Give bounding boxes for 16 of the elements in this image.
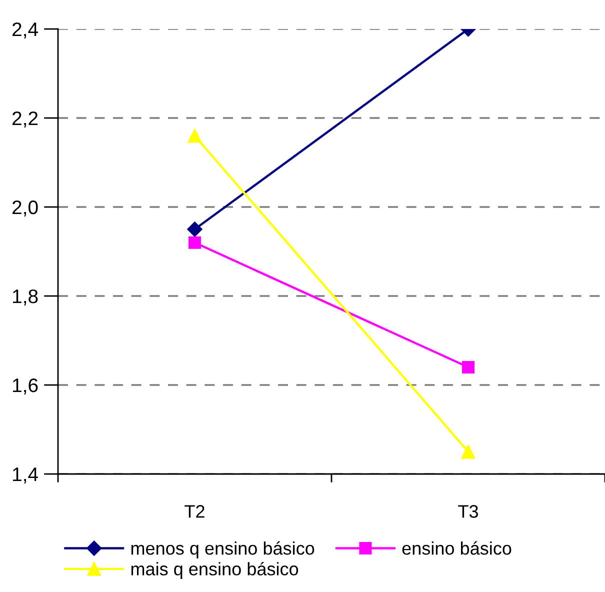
x-tick-label: T3 [458,505,478,518]
x-tick-label: T2 [184,505,204,518]
y-tick-label: 1,8 [13,289,38,306]
y-tick-label: 2,0 [12,200,38,217]
point [462,360,474,374]
point [188,236,201,249]
y-tick-label: 1,4 [13,468,38,484]
point [187,222,202,237]
y-tick-label: 2,2 [12,111,38,128]
y-tick-label: 1,6 [13,378,38,395]
legend-label: menos q ensino básico [131,541,314,558]
legend-label: mais q ensino básico [131,562,298,579]
y-tick-label: 2,4 [12,22,38,39]
legend-label: ensino básico [402,541,512,555]
point [188,128,202,143]
point [461,444,476,459]
